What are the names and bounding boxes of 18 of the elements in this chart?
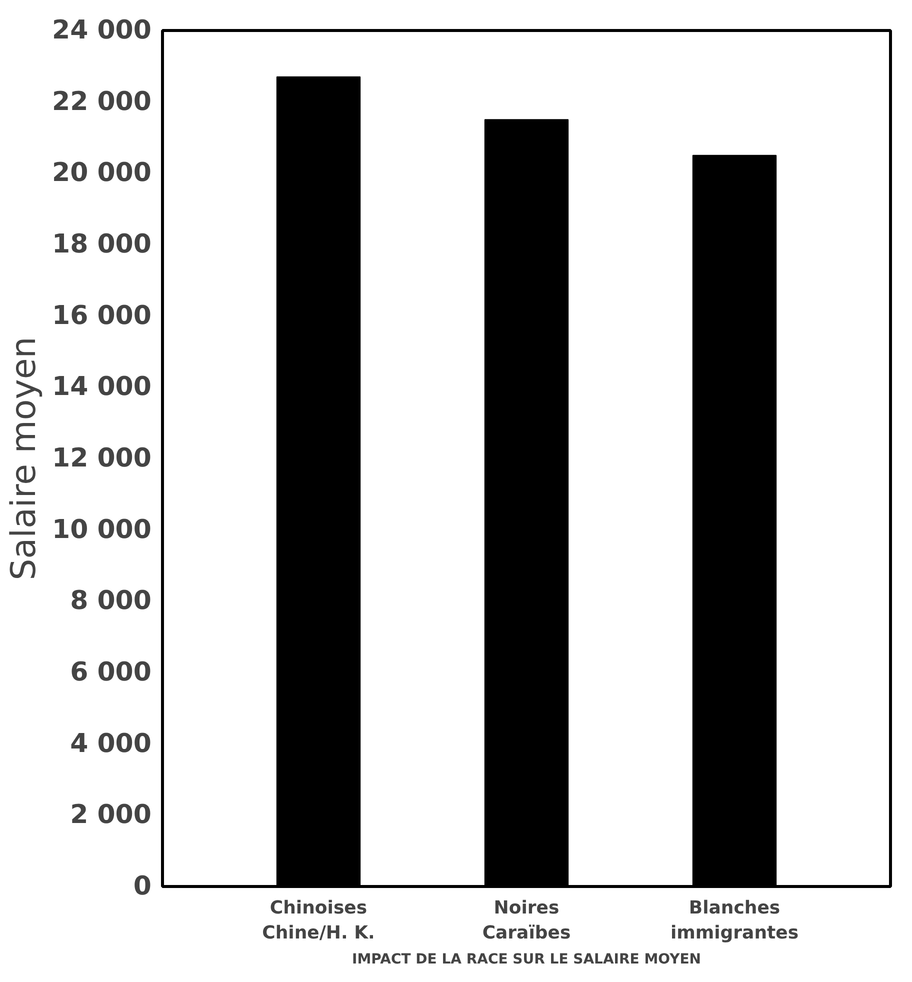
y-tick-label: 22 000 xyxy=(52,86,152,117)
y-tick-label: 8 000 xyxy=(70,586,152,616)
x-axis-title: IMPACT DE LA RACE SUR LE SALAIRE MOYEN xyxy=(352,952,701,968)
y-tick-label: 4 000 xyxy=(70,728,152,759)
x-tick-label: Chinoises Chine/H. K. xyxy=(262,898,375,944)
y-tick-label: 2 000 xyxy=(70,800,152,830)
x-tick-label: Blanches immigrantes xyxy=(670,898,799,944)
y-tick-label: 16 000 xyxy=(52,300,152,331)
y-tick-label: 6 000 xyxy=(70,658,152,688)
y-tick-label: 24 000 xyxy=(52,16,152,46)
y-tick-label: 0 xyxy=(133,872,152,902)
x-tick-label: Noires Caraïbes xyxy=(482,898,571,944)
y-tick-label: 14 000 xyxy=(52,372,152,402)
y-tick-label: 12 000 xyxy=(52,444,152,474)
y-tick-label: 10 000 xyxy=(52,514,152,545)
y-tick-label: 20 000 xyxy=(52,158,152,188)
y-tick-label: 18 000 xyxy=(52,230,152,260)
y-axis-title: Salaire moyen xyxy=(4,336,44,580)
